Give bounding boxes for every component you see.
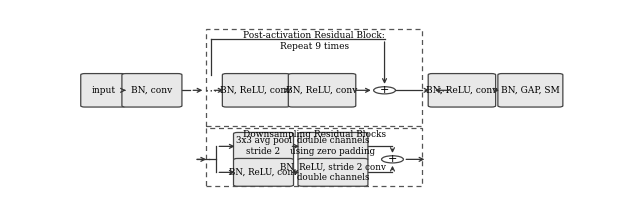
Text: BN, ReLU, conv: BN, ReLU, conv [229, 168, 298, 177]
Text: +: + [380, 85, 389, 95]
Text: BN, ReLU, conv: BN, ReLU, conv [220, 86, 292, 95]
Text: $\cdots$: $\cdots$ [204, 84, 218, 97]
Text: input: input [92, 86, 115, 95]
Text: +: + [388, 154, 397, 164]
FancyBboxPatch shape [122, 74, 182, 107]
Text: BN, ReLU, stride 2 conv
double channels: BN, ReLU, stride 2 conv double channels [280, 162, 386, 182]
Circle shape [381, 156, 403, 163]
FancyBboxPatch shape [234, 133, 294, 160]
FancyBboxPatch shape [81, 74, 126, 107]
Text: 3x3 avg pool
stride 2: 3x3 avg pool stride 2 [236, 137, 292, 156]
FancyBboxPatch shape [498, 74, 563, 107]
FancyBboxPatch shape [234, 158, 294, 186]
Text: Post-activation Residual Block:
Repeat 9 times: Post-activation Residual Block: Repeat 9… [243, 31, 385, 51]
Text: BN, conv: BN, conv [131, 86, 173, 95]
Text: Downsampling Residual Blocks: Downsampling Residual Blocks [243, 130, 386, 139]
FancyBboxPatch shape [428, 74, 495, 107]
FancyBboxPatch shape [288, 74, 356, 107]
Text: BN, ReLU, conv: BN, ReLU, conv [286, 86, 358, 95]
FancyBboxPatch shape [222, 74, 290, 107]
Text: BN, ReLU, conv: BN, ReLU, conv [426, 86, 498, 95]
Bar [207, 128, 422, 186]
Text: double channels
using zero padding: double channels using zero padding [291, 137, 376, 156]
Text: BN, GAP, SM: BN, GAP, SM [501, 86, 560, 95]
Bar [207, 29, 422, 126]
FancyBboxPatch shape [298, 133, 368, 160]
Text: $\cdots$: $\cdots$ [436, 84, 449, 97]
Circle shape [374, 87, 396, 94]
FancyBboxPatch shape [298, 158, 368, 186]
